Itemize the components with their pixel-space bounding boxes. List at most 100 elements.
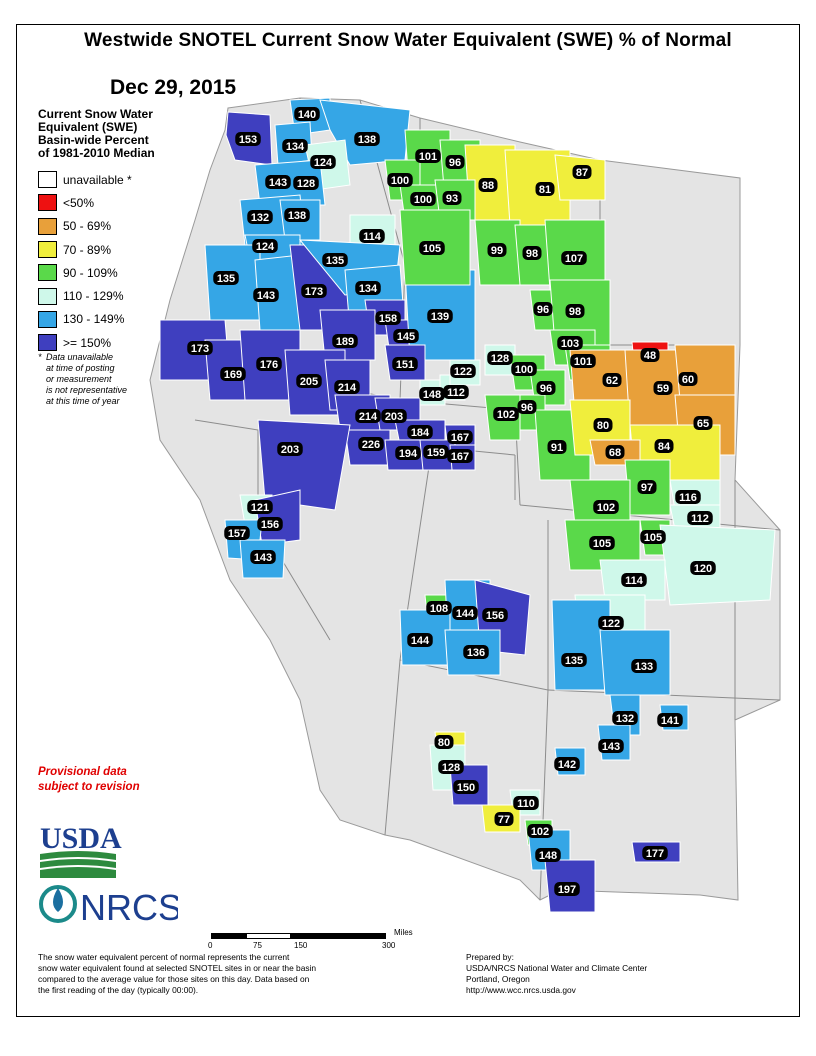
map-title: Westwide SNOTEL Current Snow Water Equiv… bbox=[84, 30, 732, 51]
basin-label-bg bbox=[565, 304, 585, 318]
basin-value-label: 134 bbox=[359, 283, 378, 295]
basin-value-label: 158 bbox=[379, 313, 397, 325]
basin-label-bg bbox=[478, 178, 498, 192]
basin-value-label: 214 bbox=[338, 382, 357, 394]
footnote-line: snow water equivalent found at selected … bbox=[38, 963, 317, 973]
usda-stripe-1 bbox=[40, 851, 116, 860]
legend-swatch bbox=[38, 241, 57, 259]
basin-label-bg bbox=[257, 517, 283, 531]
legend-item: unavailable * bbox=[38, 168, 132, 191]
basin-value-label: 114 bbox=[625, 575, 644, 587]
basin-value-label: 124 bbox=[314, 157, 333, 169]
basin-label-bg bbox=[561, 653, 587, 667]
legend-label: >= 150% bbox=[63, 335, 112, 350]
basin-value-label: 148 bbox=[423, 389, 441, 401]
legend-note-line: Data unavailable bbox=[46, 352, 114, 362]
basin-label-bg bbox=[322, 253, 348, 267]
basin-value-label: 91 bbox=[551, 442, 563, 454]
basin-label-bg bbox=[536, 381, 556, 395]
basin-value-label: 143 bbox=[269, 177, 287, 189]
basin-value-label: 102 bbox=[597, 502, 615, 514]
map-date: Dec 29, 2015 bbox=[110, 76, 237, 99]
provisional-line: Provisional data bbox=[38, 766, 127, 778]
basin-label-bg bbox=[355, 281, 381, 295]
basin-label-bg bbox=[296, 374, 322, 388]
basin-value-label: 167 bbox=[451, 451, 469, 463]
basin-value-label: 184 bbox=[411, 427, 430, 439]
basin-value-label: 68 bbox=[609, 447, 621, 459]
basin-label-bg bbox=[445, 155, 465, 169]
basin-value-label: 62 bbox=[606, 375, 618, 387]
basin-label-bg bbox=[410, 192, 436, 206]
basin-label-bg bbox=[250, 550, 276, 564]
basin-value-label: 157 bbox=[228, 528, 246, 540]
basin-label-bg bbox=[653, 381, 673, 395]
basin-label-bg bbox=[381, 409, 407, 423]
basin-label-bg bbox=[187, 341, 213, 355]
nrcs-logo-text: NRCS bbox=[80, 887, 178, 928]
basin-label-bg bbox=[482, 608, 508, 622]
legend-item: 130 - 149% bbox=[38, 308, 132, 331]
basin-label-bg bbox=[690, 561, 716, 575]
basin-value-label: 96 bbox=[540, 383, 552, 395]
basin-label-bg bbox=[443, 385, 469, 399]
legend-swatch bbox=[38, 310, 57, 328]
basin-value-label: 122 bbox=[454, 366, 472, 378]
legend-swatch bbox=[38, 264, 57, 282]
basin-label-bg bbox=[415, 149, 441, 163]
basin-label-bg bbox=[426, 601, 452, 615]
basin-label-bg bbox=[494, 812, 514, 826]
basin-label-bg bbox=[687, 511, 713, 525]
basin-label-bg bbox=[642, 846, 668, 860]
legend-item: 90 - 109% bbox=[38, 261, 132, 284]
basin-value-label: 135 bbox=[217, 273, 235, 285]
basin-label-bg bbox=[640, 530, 666, 544]
basin-label-bg bbox=[637, 480, 657, 494]
scale-tick: 150 bbox=[294, 941, 308, 950]
basin-label-bg bbox=[513, 796, 539, 810]
basin-value-label: 151 bbox=[396, 359, 414, 371]
basin-label-bg bbox=[442, 191, 462, 205]
basin-label-bg bbox=[554, 757, 580, 771]
basin-value-label: 205 bbox=[300, 376, 318, 388]
basin-value-label: 124 bbox=[256, 241, 275, 253]
prepared-url[interactable]: http://www.wcc.nrcs.usda.gov bbox=[466, 985, 576, 995]
scale-segment bbox=[246, 933, 291, 939]
scale-segment bbox=[291, 933, 386, 939]
basin-label-bg bbox=[640, 348, 660, 362]
basin-value-label: 167 bbox=[451, 432, 469, 444]
legend-swatch bbox=[38, 194, 57, 212]
usda-logo-text: USDA bbox=[40, 822, 122, 855]
nrcs-logo-mark: NRCS bbox=[39, 885, 182, 928]
basin-label-bg bbox=[265, 175, 291, 189]
basin-label-bg bbox=[589, 536, 615, 550]
scale-tick: 0 bbox=[208, 941, 213, 950]
legend-swatch bbox=[38, 217, 57, 235]
basin-value-label: 121 bbox=[251, 502, 269, 514]
basin-value-label: 81 bbox=[539, 184, 551, 196]
basin-label-bg bbox=[392, 357, 418, 371]
basin-value-label: 138 bbox=[288, 210, 306, 222]
basin-label-bg bbox=[247, 210, 273, 224]
basin-label-bg bbox=[407, 633, 433, 647]
basin-label-bg bbox=[293, 176, 319, 190]
basin-label-bg bbox=[427, 309, 453, 323]
basin-value-label: 87 bbox=[576, 167, 588, 179]
provisional-notice: Provisional data subject to revision bbox=[38, 765, 178, 795]
basin-value-label: 112 bbox=[447, 387, 465, 399]
legend-note: * Data unavailable at time of posting or… bbox=[38, 352, 158, 407]
basin-label-bg bbox=[654, 439, 674, 453]
basin-value-label: 140 bbox=[298, 109, 316, 121]
basin-value-label: 60 bbox=[682, 374, 694, 386]
basin-label-bg bbox=[334, 380, 360, 394]
basin-value-label: 96 bbox=[537, 304, 549, 316]
legend-item: >= 150% bbox=[38, 331, 132, 354]
basin-value-label: 80 bbox=[597, 420, 609, 432]
scale-bar: Miles 0 75 150 300 bbox=[208, 928, 448, 952]
basin-value-label: 102 bbox=[531, 826, 549, 838]
basin-label-bg bbox=[301, 284, 327, 298]
basin-label-bg bbox=[678, 372, 698, 386]
prepared-line: Portland, Oregon bbox=[466, 974, 530, 984]
basin-value-label: 48 bbox=[644, 350, 656, 362]
basin-label-bg bbox=[570, 354, 596, 368]
